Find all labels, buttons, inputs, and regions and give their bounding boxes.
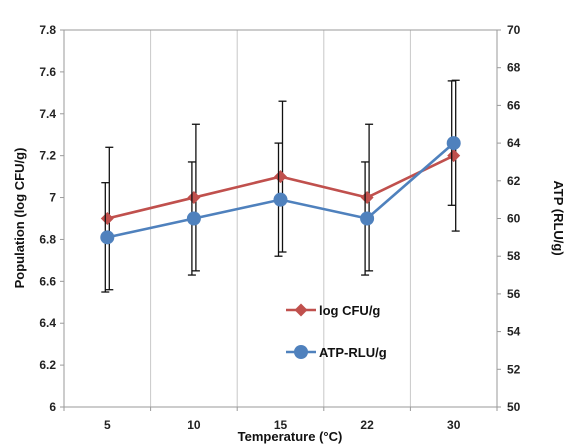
left-tick-label: 7.8 <box>39 23 56 37</box>
data-point <box>187 191 201 205</box>
x-tick-label: 10 <box>187 418 201 432</box>
right-tick-label: 54 <box>507 325 521 339</box>
left-tick-label: 7.2 <box>39 149 56 163</box>
right-tick-label: 56 <box>507 287 521 301</box>
x-tick-label: 5 <box>104 418 111 432</box>
data-point <box>360 191 374 205</box>
data-point <box>447 149 461 163</box>
left-axis-ticks: 6 6.2 6.4 6.6 6.8 7 7.2 7.4 7.6 7.8 <box>39 23 64 414</box>
x-tick-label: 22 <box>360 418 374 432</box>
x-tick-label: 15 <box>274 418 288 432</box>
data-point <box>100 212 114 225</box>
right-tick-label: 70 <box>507 23 521 37</box>
x-axis-ticks: 5 10 15 22 30 <box>63 407 498 432</box>
plot-area-border <box>63 29 498 408</box>
right-tick-label: 64 <box>507 136 521 150</box>
series-2 <box>100 80 461 293</box>
left-tick-label: 6.8 <box>39 232 56 246</box>
right-axis-title: ATP (RLU/g) <box>551 180 566 255</box>
left-axis-title: Population (log CFU/g) <box>12 148 27 289</box>
legend-marker <box>294 345 308 359</box>
data-point <box>273 192 288 207</box>
right-tick-label: 68 <box>507 61 521 75</box>
x-tick-label: 30 <box>447 418 461 432</box>
data-point <box>100 230 115 245</box>
series-layer <box>100 79 461 293</box>
legend-item: log CFU/g <box>286 303 380 318</box>
series-line <box>107 142 455 239</box>
left-tick-label: 6.4 <box>39 316 56 330</box>
right-tick-label: 52 <box>507 362 521 376</box>
right-tick-label: 50 <box>507 400 521 414</box>
right-tick-label: 66 <box>507 98 521 112</box>
right-tick-label: 58 <box>507 249 521 263</box>
grid-lines <box>150 30 411 407</box>
legend-label: ATP-RLU/g <box>319 345 387 360</box>
left-tick-label: 6 <box>49 400 56 414</box>
legend-item: ATP-RLU/g <box>286 345 387 360</box>
series-1 <box>100 79 461 291</box>
left-tick-label: 6.6 <box>39 274 56 288</box>
data-point <box>446 136 461 151</box>
left-tick-label: 7.6 <box>39 65 56 79</box>
left-tick-label: 7 <box>49 191 56 205</box>
legend-marker <box>294 303 308 317</box>
right-tick-label: 62 <box>507 174 521 188</box>
left-tick-label: 7.4 <box>39 107 56 121</box>
right-tick-label: 60 <box>507 212 521 226</box>
left-tick-label: 6.2 <box>39 358 56 372</box>
legend-label: log CFU/g <box>319 303 380 318</box>
right-axis-ticks: 50 52 54 56 58 60 62 64 66 68 70 <box>497 23 521 414</box>
data-point <box>360 211 375 226</box>
data-point <box>186 211 201 226</box>
data-point <box>274 170 287 184</box>
legend: log CFU/g ATP-RLU/g <box>286 303 387 360</box>
x-axis-title: Temperature (°C) <box>238 429 343 444</box>
